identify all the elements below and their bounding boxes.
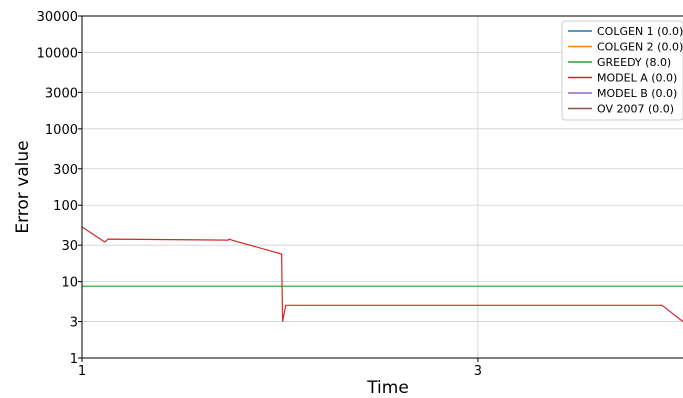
x-axis-label: Time (366, 378, 409, 398)
axes (81, 15, 683, 359)
y-tick-label: 1 (70, 352, 78, 367)
legend-label: COLGEN 2 (0.0) (597, 41, 683, 54)
y-axis-label: Error value (13, 140, 33, 233)
y-tick-label: 3000 (45, 86, 78, 101)
legend-label: MODEL B (0.0) (597, 87, 677, 100)
y-tick-label: 30000 (37, 10, 78, 25)
y-tick-label: 1000 (45, 123, 78, 138)
series-lines (81, 226, 683, 323)
legend-label: MODEL A (0.0) (597, 72, 677, 85)
legend-label: GREEDY (8.0) (597, 56, 671, 69)
y-tick-label: 300 (53, 163, 78, 178)
y-tick-label: 3 (70, 316, 78, 331)
legend-label: COLGEN 1 (0.0) (597, 25, 683, 38)
series-line (81, 226, 683, 323)
x-tick-label: 1 (78, 364, 86, 379)
legend: COLGEN 1 (0.0) COLGEN 2 (0.0) GREEDY (8.0)… (561, 20, 683, 121)
legend-label: OV 2007 (0.0) (597, 103, 674, 116)
y-tick-label: 30 (61, 239, 78, 254)
y-tick-label: 10000 (37, 46, 78, 61)
x-tick-label: 3 (474, 364, 482, 379)
legend-box (561, 20, 683, 121)
y-tick-label: 100 (53, 199, 78, 214)
y-axis-ticks: 1 3 10 30 100 300 1000 3000 10000 30000 (37, 10, 82, 367)
y-tick-label: 10 (61, 276, 78, 291)
